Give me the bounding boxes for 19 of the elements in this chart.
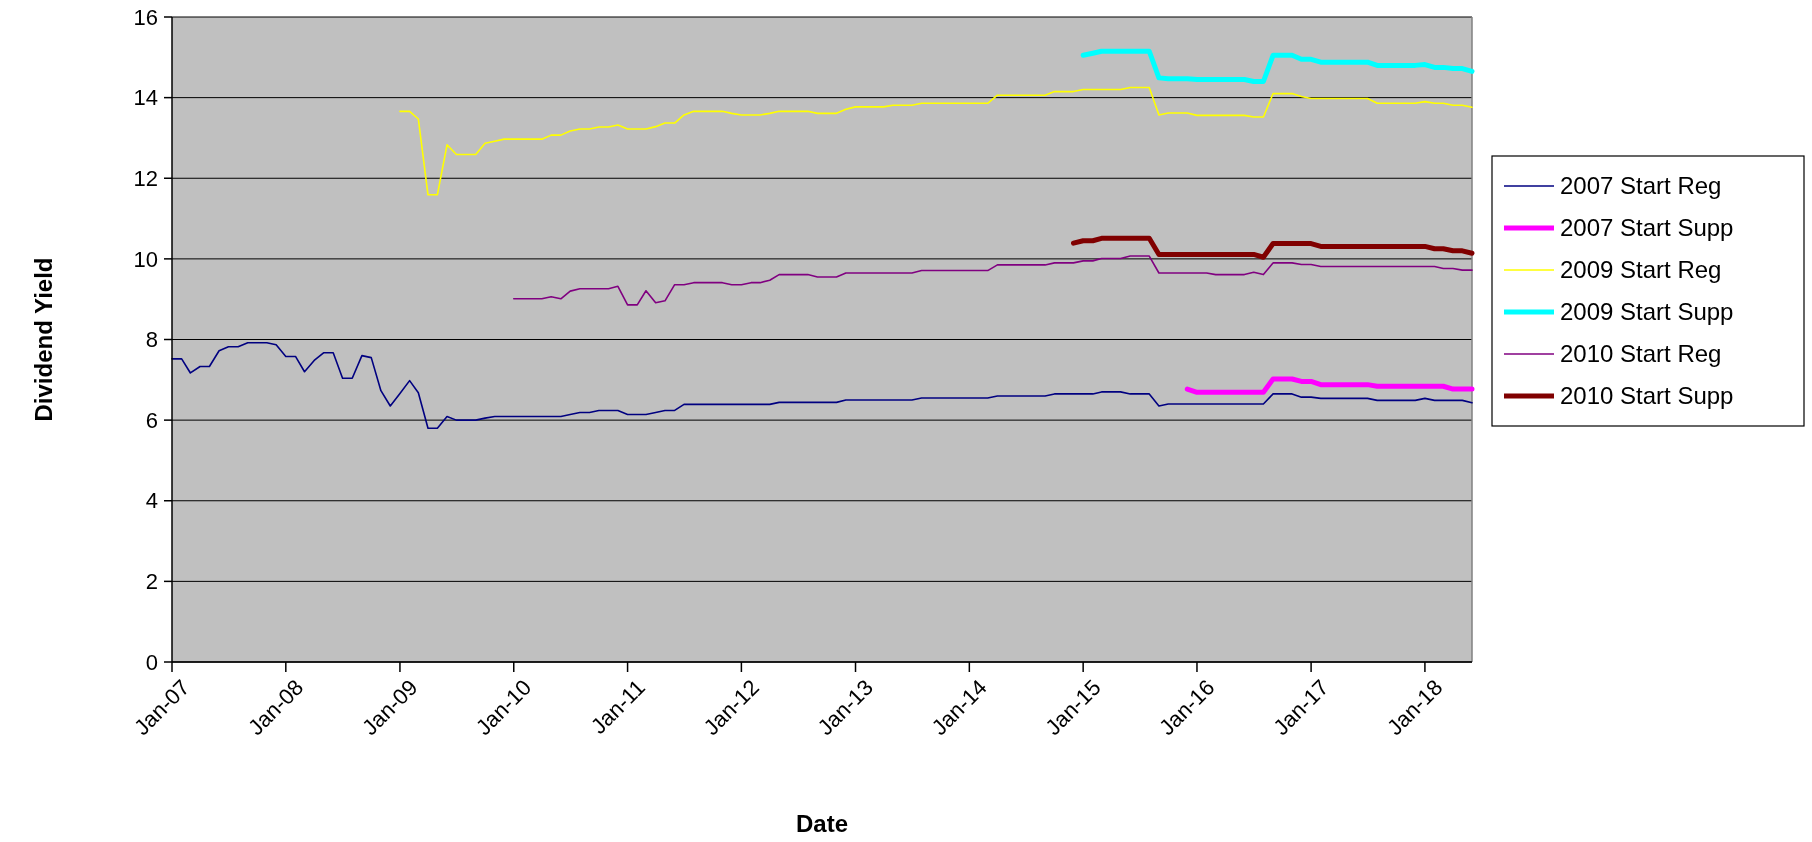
y-tick-label: 10 xyxy=(133,246,158,272)
y-tick-label: 16 xyxy=(133,4,158,30)
y-tick-label: 0 xyxy=(145,649,158,675)
x-axis-title: Date xyxy=(795,810,849,837)
y-tick-label: 14 xyxy=(133,85,158,111)
y-tick-label: 8 xyxy=(145,327,158,353)
y-axis-title: Dividend Yield xyxy=(30,257,57,422)
legend-label: 2010 Start Supp xyxy=(1560,382,1734,410)
legend-label: 2010 Start Reg xyxy=(1560,340,1722,368)
legend-label: 2009 Start Reg xyxy=(1560,256,1722,284)
legend-label: 2009 Start Supp xyxy=(1560,298,1734,326)
y-tick-label: 6 xyxy=(145,407,158,433)
y-tick-label: 12 xyxy=(133,165,158,191)
line-series xyxy=(512,255,1473,306)
y-tick-label: 2 xyxy=(145,569,158,595)
legend-label: 2007 Start Reg xyxy=(1560,172,1722,200)
y-tick-label: 4 xyxy=(145,488,158,514)
line-series xyxy=(399,86,1473,196)
legend-label: 2007 Start Supp xyxy=(1560,214,1734,242)
